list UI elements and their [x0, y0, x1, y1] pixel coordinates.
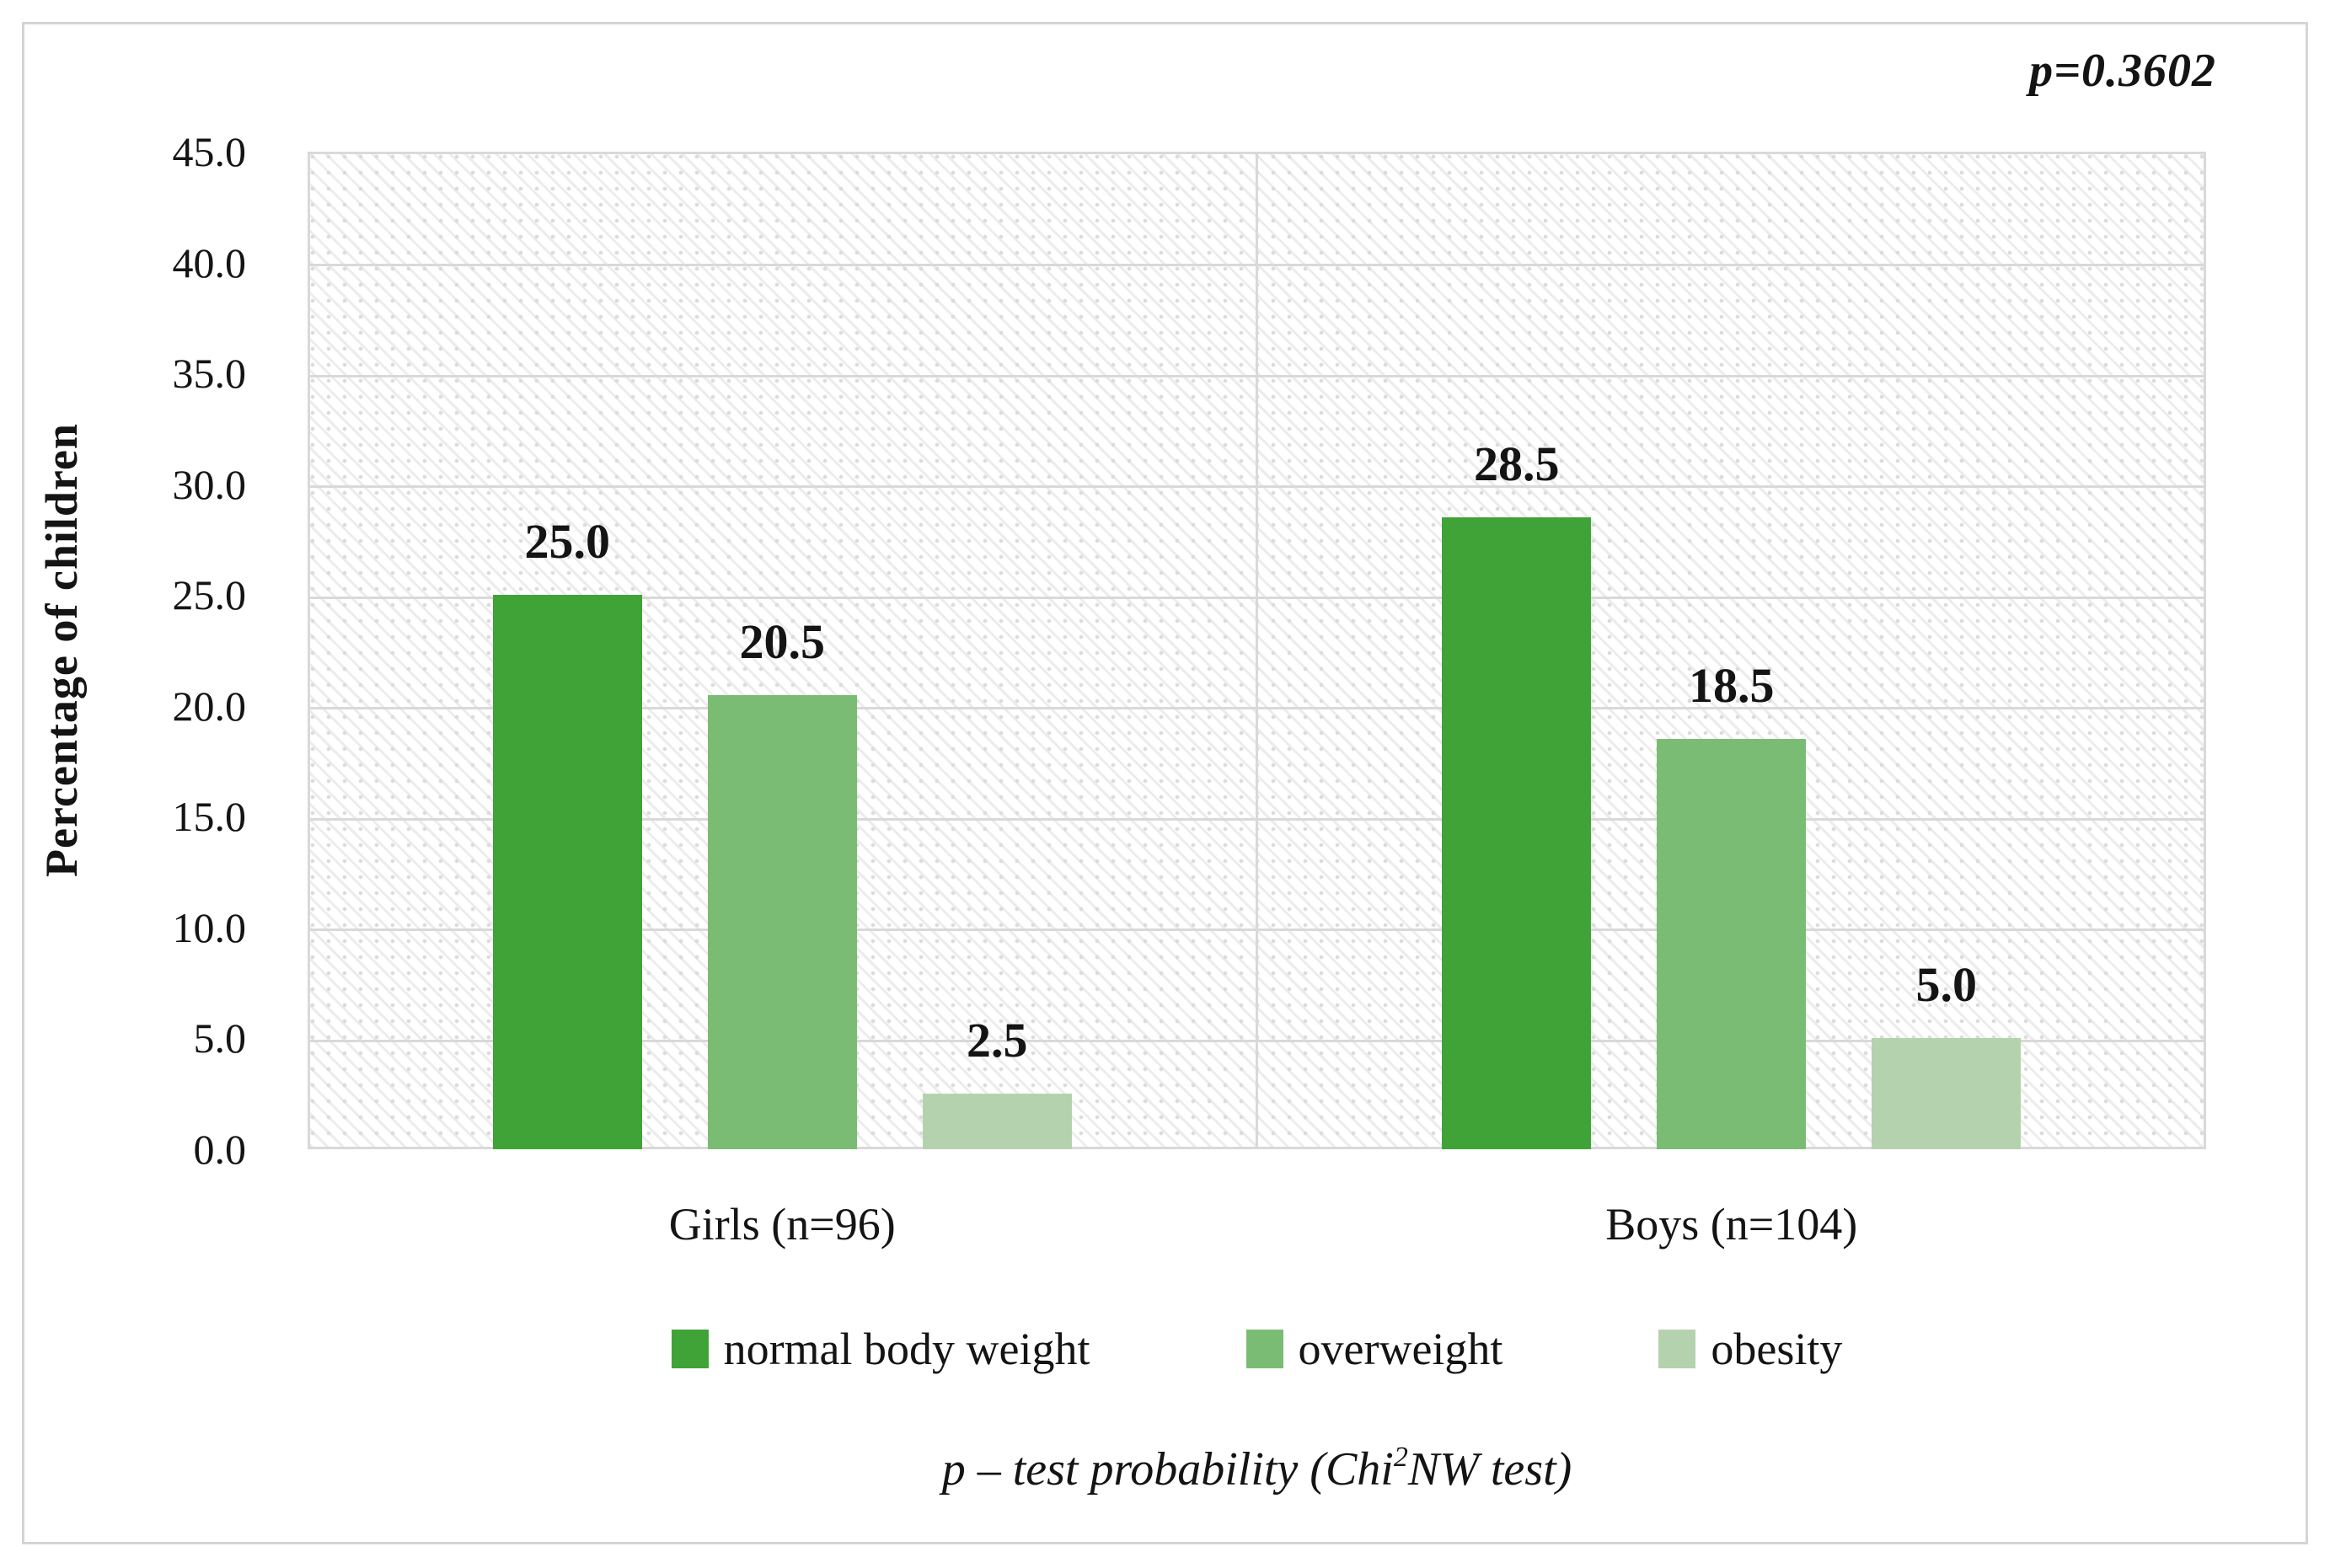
bar-boys-n-104-obesity: 5.0: [1872, 957, 2022, 1149]
x-axis-caption: p – test probability (Chi2NW test): [308, 1442, 2206, 1496]
value-label-boys-n-104-overweight: 18.5: [1689, 658, 1775, 713]
legend-item-overweight: overweight: [1245, 1321, 1503, 1377]
chart-legend: normal body weight overweight obesity: [308, 1319, 2206, 1378]
y-tick-label-40.0: 40.0: [172, 238, 247, 286]
caption-superscript: 2: [1393, 1442, 1408, 1473]
bar-group-girls-n-96: 25.0 20.5 2.5: [308, 152, 1257, 1149]
bar-boys-n-104-overweight: 18.5: [1657, 658, 1807, 1149]
y-tick-label-25.0: 25.0: [172, 571, 247, 619]
y-tick-label-30.0: 30.0: [172, 460, 247, 508]
y-tick-label-5.0: 5.0: [193, 1014, 247, 1062]
y-axis-title: Percentage of children: [36, 423, 87, 878]
legend-swatch-icon-obesity: [1658, 1330, 1696, 1368]
legend-swatch-icon-overweight: [1245, 1330, 1283, 1368]
value-label-girls-n-96-normal-body-weight: 25.0: [524, 514, 611, 569]
y-tick-label-15.0: 15.0: [172, 793, 247, 841]
bar-group-boys-n-104: 28.5 18.5 5.0: [1257, 152, 2207, 1149]
legend-swatch-icon-normal-body-weight: [671, 1330, 709, 1368]
legend-label-normal-body-weight: normal body weight: [723, 1324, 1090, 1374]
bar-boys-n-104-normal-body-weight: 28.5: [1442, 436, 1592, 1149]
value-label-boys-n-104-normal-body-weight: 28.5: [1474, 436, 1560, 491]
caption-suffix: NW test): [1407, 1443, 1572, 1496]
y-tick-label-0.0: 0.0: [193, 1126, 247, 1173]
legend-item-obesity: obesity: [1658, 1321, 1842, 1377]
y-tick-label-10.0: 10.0: [172, 903, 247, 951]
caption-prefix: p – test probability (Chi: [941, 1443, 1394, 1496]
y-tick-label-20.0: 20.0: [172, 682, 247, 730]
value-label-girls-n-96-overweight: 20.5: [739, 614, 826, 669]
category-label-boys-n-104: Boys (n=104): [1605, 1199, 1858, 1250]
category-separator-gridline: [1256, 154, 1258, 1147]
y-tick-label-35.0: 35.0: [172, 350, 247, 398]
p-value-annotation: p=0.3602: [2029, 45, 2216, 97]
bar-girls-n-96-normal-body-weight: 25.0: [492, 514, 642, 1149]
y-tick-label-45.0: 45.0: [172, 128, 247, 175]
legend-item-normal-body-weight: normal body weight: [671, 1321, 1090, 1377]
legend-label-obesity: obesity: [1711, 1324, 1843, 1374]
bar-girls-n-96-obesity: 2.5: [922, 1013, 1072, 1149]
value-label-girls-n-96-obesity: 2.5: [967, 1013, 1028, 1068]
bar-girls-n-96-overweight: 20.5: [707, 614, 857, 1149]
legend-label-overweight: overweight: [1298, 1324, 1503, 1374]
category-label-girls-n-96: Girls (n=96): [668, 1199, 896, 1250]
value-label-boys-n-104-obesity: 5.0: [1915, 957, 1978, 1012]
